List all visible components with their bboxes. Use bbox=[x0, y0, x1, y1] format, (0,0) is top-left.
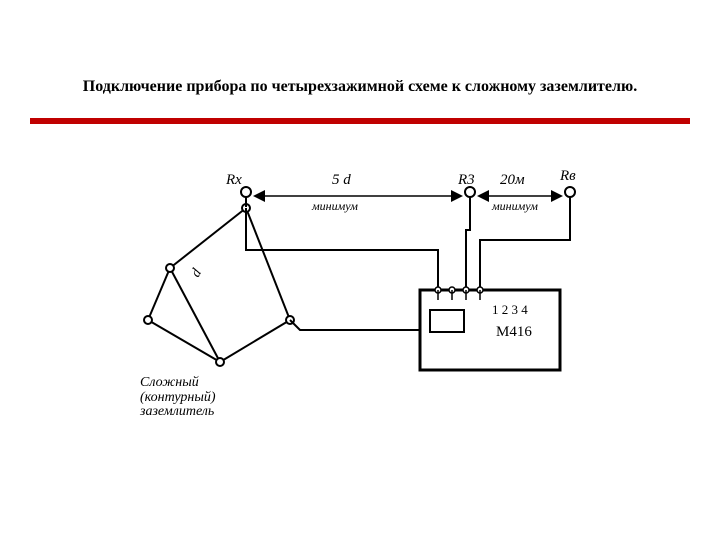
svg-text:минимум: минимум bbox=[491, 199, 538, 213]
labels: Rx 5 d R3 20м Rв минимум минимум bbox=[225, 170, 576, 213]
svg-text:d: d bbox=[188, 266, 205, 280]
svg-text:Rx: Rx bbox=[225, 172, 242, 188]
ground-caption: Сложный (контурный) заземлитель bbox=[140, 376, 216, 420]
svg-text:1 2 3 4: 1 2 3 4 bbox=[492, 302, 528, 317]
svg-text:20м: 20м bbox=[500, 172, 525, 188]
svg-text:5 d: 5 d bbox=[332, 172, 351, 188]
svg-text:М416: М416 bbox=[496, 324, 532, 340]
slide-title: Подключение прибора по четырехзажимной с… bbox=[0, 78, 720, 96]
title-underline-rect bbox=[30, 118, 690, 124]
svg-text:минимум: минимум bbox=[311, 199, 358, 213]
ground-contour bbox=[148, 208, 290, 362]
title-underline bbox=[30, 118, 690, 124]
svg-text:Rв: Rв bbox=[559, 170, 576, 184]
device-m416: 1 2 3 4 М416 bbox=[420, 287, 560, 370]
svg-text:R3: R3 bbox=[457, 172, 475, 188]
